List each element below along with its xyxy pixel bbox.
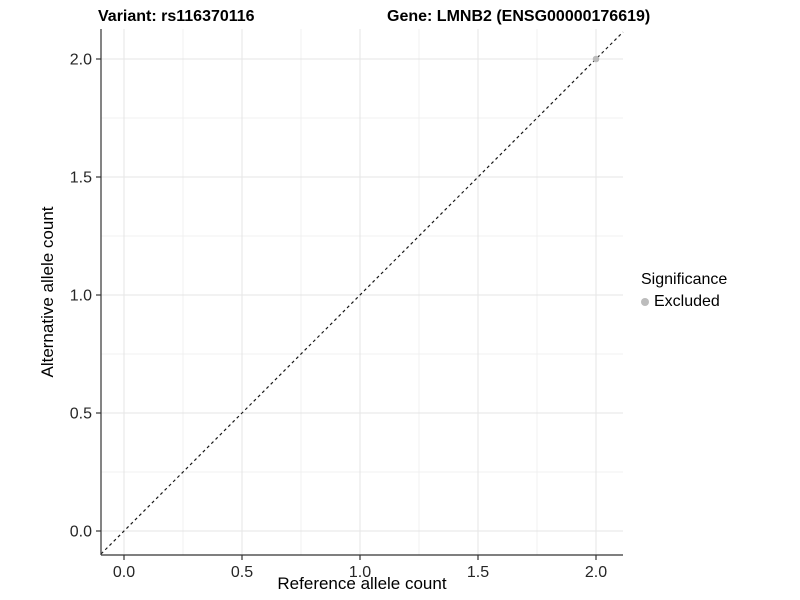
y-tick-label: 0.0 xyxy=(70,524,92,541)
y-axis-title: Alternative allele count xyxy=(38,206,57,378)
x-tick-label: 1.0 xyxy=(349,564,371,581)
x-axis-title: Reference allele count xyxy=(277,574,447,593)
y-tick-label: 1.5 xyxy=(70,170,92,187)
plot-title-variant: Variant: rs116370116 xyxy=(98,8,255,25)
legend-item-label: Excluded xyxy=(654,293,720,310)
y-tick-label: 1.0 xyxy=(70,288,92,305)
plot-title-gene: Gene: LMNB2 (ENSG00000176619) xyxy=(387,8,651,25)
data-point xyxy=(592,55,600,63)
y-tick-label: 0.5 xyxy=(70,406,92,423)
legend-title: Significance xyxy=(641,271,728,288)
x-tick-label: 0.0 xyxy=(113,564,135,581)
legend: Significance Excluded xyxy=(641,271,727,311)
legend-item-excluded: Excluded xyxy=(641,293,727,311)
y-tick-label: 2.0 xyxy=(70,52,92,69)
excluded-point-icon xyxy=(641,298,649,306)
x-tick-label: 0.5 xyxy=(231,564,253,581)
x-tick-label: 1.5 xyxy=(467,564,489,581)
identity-line xyxy=(100,31,624,555)
x-tick-label: 2.0 xyxy=(585,564,607,581)
